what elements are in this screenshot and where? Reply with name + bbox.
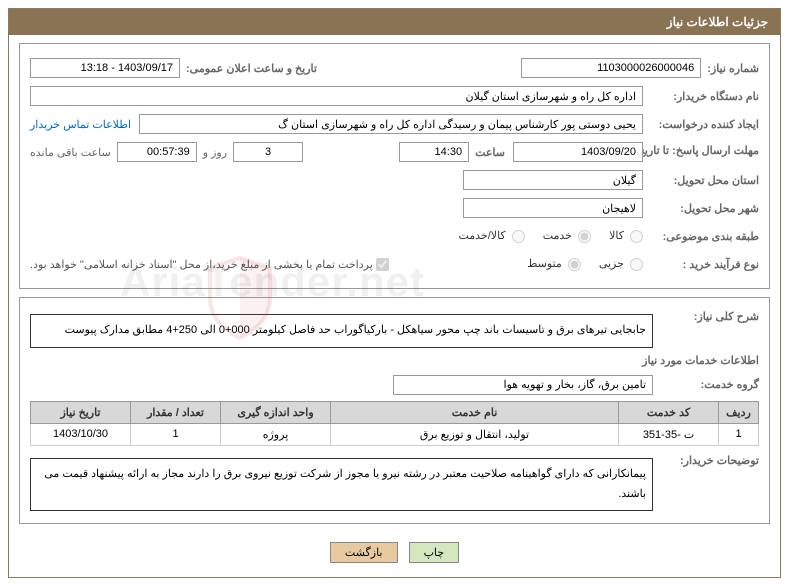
province-label: استان محل تحویل: bbox=[649, 174, 759, 187]
announce-field: 1403/09/17 - 13:18 bbox=[30, 58, 180, 78]
days-and: روز و bbox=[203, 146, 227, 159]
cell-name: تولید، انتقال و توزیع برق bbox=[331, 423, 619, 445]
remain-label: ساعت باقی مانده bbox=[30, 146, 111, 159]
services-table: ردیف کد خدمت نام خدمت واحد اندازه گیری ت… bbox=[30, 401, 759, 446]
cell-row: 1 bbox=[719, 423, 759, 445]
desc-text: جابجایی تیرهای برق و تاسیسات باند چپ محو… bbox=[30, 314, 653, 348]
th-row: ردیف bbox=[719, 401, 759, 423]
countdown: 00:57:39 bbox=[117, 142, 197, 162]
province-field: گیلان bbox=[463, 170, 643, 190]
process-label: نوع فرآیند خرید : bbox=[649, 258, 759, 271]
need-no-label: شماره نیاز: bbox=[707, 62, 759, 75]
deadline-label: مهلت ارسال پاسخ: تا تاریخ: bbox=[649, 144, 759, 159]
buyer-org-label: نام دستگاه خریدار: bbox=[649, 90, 759, 103]
cell-unit: پروژه bbox=[221, 423, 331, 445]
time-label: ساعت bbox=[475, 146, 505, 159]
desc-section: شرح کلی نیاز: جابجایی تیرهای برق و تاسیس… bbox=[19, 297, 770, 524]
requester-label: ایجاد کننده درخواست: bbox=[649, 118, 759, 131]
service-group-field: تامین برق، گاز، بخار و تهویه هوا bbox=[393, 375, 653, 395]
desc-label: شرح کلی نیاز: bbox=[659, 310, 759, 323]
category-label: طبقه بندی موضوعی: bbox=[649, 230, 759, 243]
contact-link[interactable]: اطلاعات تماس خریدار bbox=[30, 118, 131, 131]
payment-checkbox[interactable] bbox=[373, 258, 389, 271]
services-title: اطلاعات خدمات مورد نیاز bbox=[30, 354, 759, 367]
info-box: شماره نیاز: 1103000026000046 تاریخ و ساع… bbox=[19, 43, 770, 289]
panel: جزئیات اطلاعات نیاز شماره نیاز: 11030000… bbox=[8, 8, 781, 578]
cell-date: 1403/10/30 bbox=[31, 423, 131, 445]
buyer-note-text: پیمانکارانی که دارای گواهینامه صلاحیت مع… bbox=[30, 458, 653, 512]
radio-goods-service[interactable]: کالا/خدمت bbox=[458, 229, 524, 243]
th-name: نام خدمت bbox=[331, 401, 619, 423]
radio-goods[interactable]: کالا bbox=[609, 229, 643, 243]
th-date: تاریخ نیاز bbox=[31, 401, 131, 423]
radio-medium[interactable]: متوسط bbox=[527, 257, 581, 271]
city-field: لاهیجان bbox=[463, 198, 643, 218]
need-no-field: 1103000026000046 bbox=[521, 58, 701, 78]
table-row: 1 ت -35-351 تولید، انتقال و توزیع برق پر… bbox=[31, 423, 759, 445]
print-button[interactable]: چاپ bbox=[409, 542, 460, 563]
buyer-org-field: اداره کل راه و شهرسازی استان گیلان bbox=[30, 86, 643, 106]
days-remaining: 3 bbox=[233, 142, 303, 162]
deadline-date: 1403/09/20 bbox=[513, 142, 643, 162]
th-code: کد خدمت bbox=[619, 401, 719, 423]
th-qty: تعداد / مقدار bbox=[131, 401, 221, 423]
buyer-note-label: توضیحات خریدار: bbox=[659, 454, 759, 467]
city-label: شهر محل تحویل: bbox=[649, 202, 759, 215]
deadline-time: 14:30 bbox=[399, 142, 469, 162]
requester-field: یحیی دوستی پور کارشناس پیمان و رسیدگی اد… bbox=[139, 114, 643, 134]
announce-label: تاریخ و ساعت اعلان عمومی: bbox=[186, 62, 317, 75]
back-button[interactable]: بازگشت bbox=[330, 542, 398, 563]
cell-code: ت -35-351 bbox=[619, 423, 719, 445]
button-row: چاپ بازگشت bbox=[9, 532, 780, 577]
service-group-label: گروه خدمت: bbox=[659, 378, 759, 391]
payment-note: پرداخت تمام یا بخشی از مبلغ خرید،از محل … bbox=[30, 258, 373, 271]
cell-qty: 1 bbox=[131, 423, 221, 445]
radio-minor[interactable]: جزیی bbox=[599, 257, 643, 271]
panel-title: جزئیات اطلاعات نیاز bbox=[9, 9, 780, 35]
th-unit: واحد اندازه گیری bbox=[221, 401, 331, 423]
radio-service[interactable]: خدمت bbox=[543, 229, 591, 243]
